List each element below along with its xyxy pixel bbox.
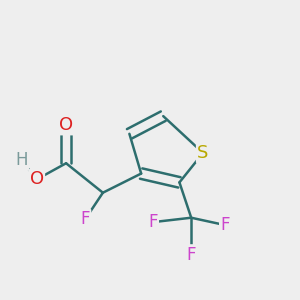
Text: S: S [197,144,209,162]
Text: H: H [15,151,28,169]
Text: O: O [30,170,44,188]
Text: F: F [80,210,90,228]
Text: F: F [148,213,158,231]
Text: H: H [15,151,28,169]
Text: F: F [220,216,230,234]
Text: O: O [59,116,73,134]
Text: F: F [187,245,196,263]
